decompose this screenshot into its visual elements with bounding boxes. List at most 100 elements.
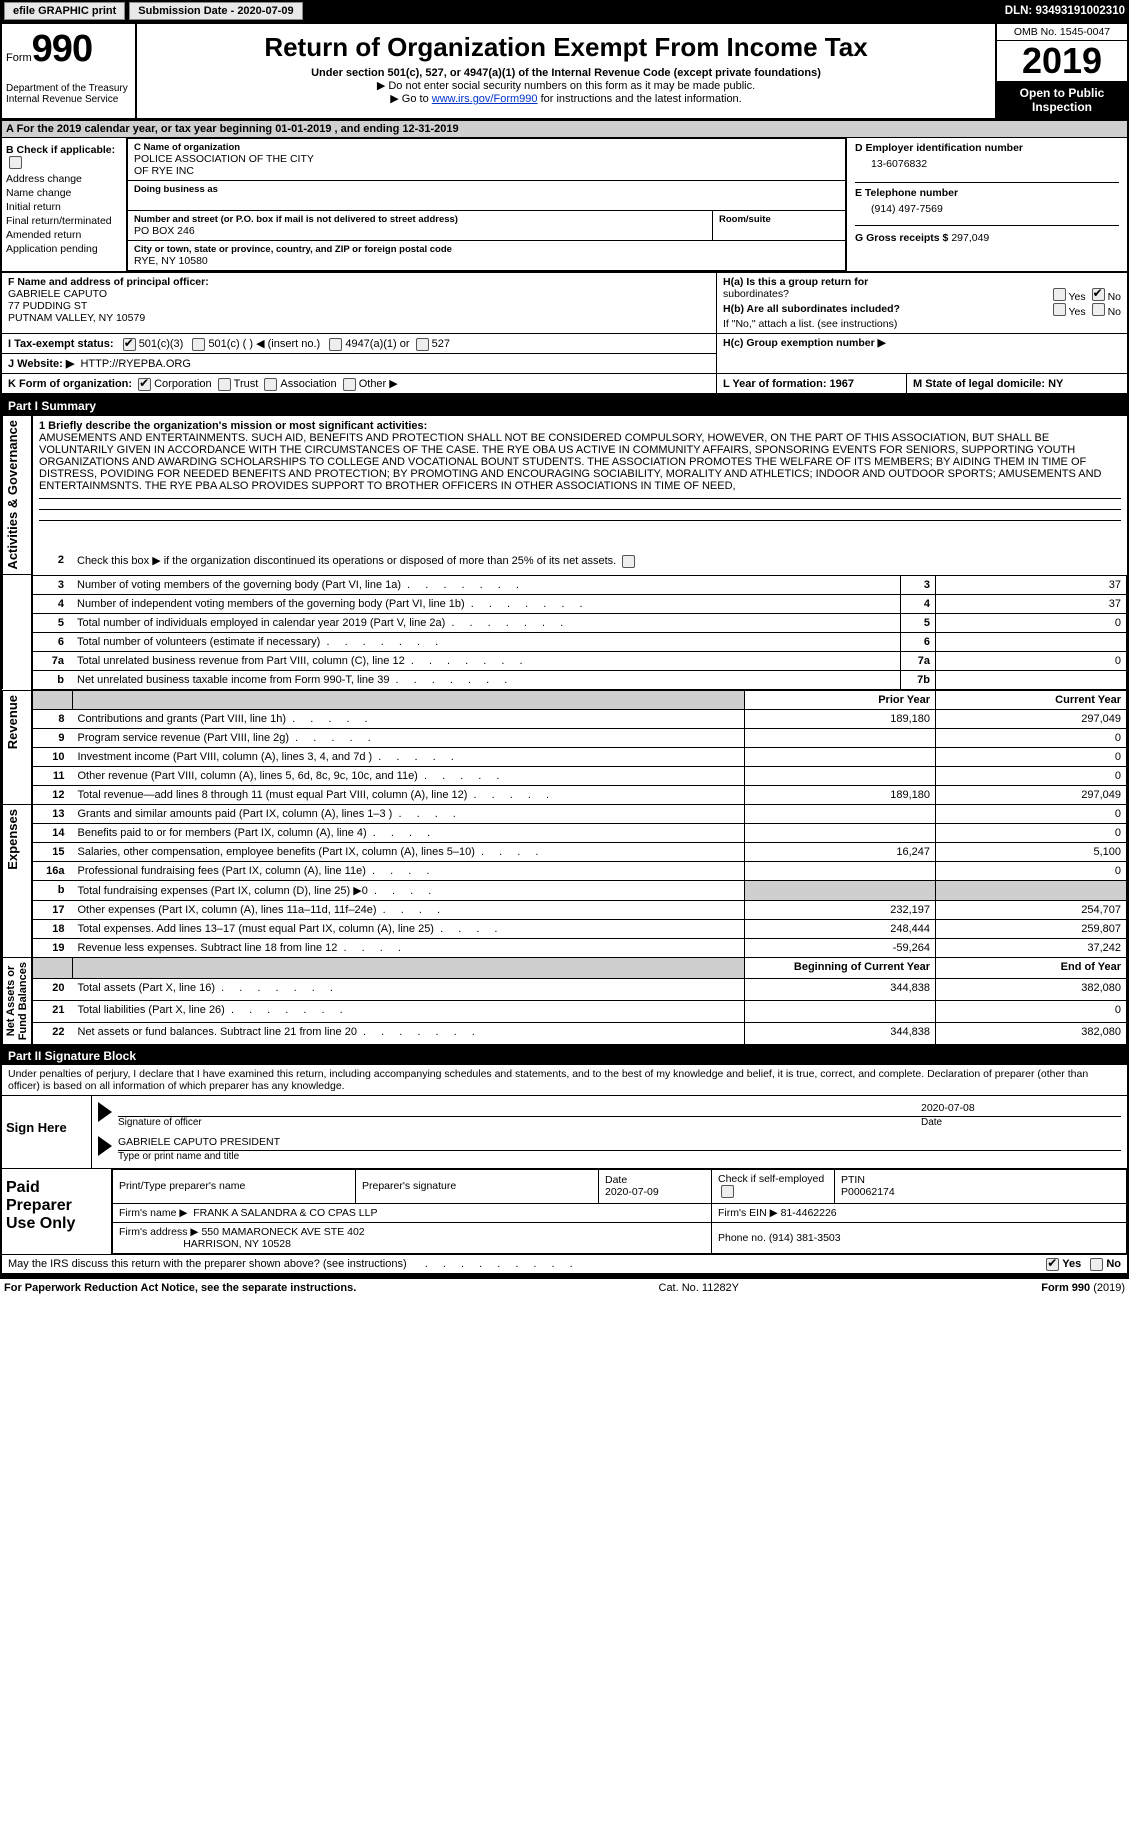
line17-prior: 232,197 bbox=[745, 900, 936, 919]
line20-begin: 344,838 bbox=[745, 979, 936, 1001]
sidetab-governance: Activities & Governance bbox=[3, 416, 22, 574]
line17-curr: 254,707 bbox=[936, 900, 1127, 919]
cbx-discuss-no[interactable] bbox=[1090, 1258, 1103, 1271]
line9-prior bbox=[745, 728, 936, 747]
part1-header: Part I Summary bbox=[2, 395, 1127, 415]
cbx-other[interactable] bbox=[343, 378, 356, 391]
cbx-corp[interactable] bbox=[138, 378, 151, 391]
efile-print-btn[interactable]: efile GRAPHIC print bbox=[4, 2, 125, 20]
principal-officer: F Name and address of principal officer:… bbox=[2, 273, 717, 333]
title-cell: Return of Organization Exempt From Incom… bbox=[136, 24, 996, 119]
efile-topbar: efile GRAPHIC print Submission Date - 20… bbox=[0, 0, 1129, 22]
line-7b-value bbox=[936, 670, 1127, 689]
may-irs-discuss: May the IRS discuss this return with the… bbox=[8, 1258, 407, 1270]
line15-curr: 5,100 bbox=[936, 842, 1127, 861]
tax-exempt-label: I Tax-exempt status: bbox=[8, 338, 114, 350]
line19-prior: -59,264 bbox=[745, 938, 936, 957]
line-4-value: 37 bbox=[936, 594, 1127, 613]
cbx-501c[interactable] bbox=[192, 338, 205, 351]
dln-label: DLN: 93493191002310 bbox=[1005, 5, 1125, 17]
mission-text: AMUSEMENTS AND ENTERTAINMENTS. SUCH AID,… bbox=[39, 432, 1102, 492]
line21-end: 0 bbox=[936, 1001, 1127, 1023]
org-address: PO BOX 246 bbox=[134, 225, 706, 237]
org-city: RYE, NY 10580 bbox=[134, 255, 839, 267]
officer-name: GABRIELE CAPUTO PRESIDENT bbox=[118, 1136, 1121, 1151]
form-prefix: Form bbox=[6, 52, 32, 64]
cbx-self-employed[interactable] bbox=[721, 1185, 734, 1198]
line11-prior bbox=[745, 766, 936, 785]
line8-curr: 297,049 bbox=[936, 709, 1127, 728]
tax-year: 2019 bbox=[997, 41, 1127, 82]
line16a-prior bbox=[745, 861, 936, 880]
cbx-assoc[interactable] bbox=[264, 378, 277, 391]
line21-begin bbox=[745, 1001, 936, 1023]
line14-curr: 0 bbox=[936, 823, 1127, 842]
warn-ssn: ▶ Do not enter social security numbers o… bbox=[145, 79, 987, 92]
cbx-4947[interactable] bbox=[329, 338, 342, 351]
gross-receipts: 297,049 bbox=[951, 232, 989, 244]
cbx-hb-no[interactable] bbox=[1092, 303, 1105, 316]
line-6-value bbox=[936, 632, 1127, 651]
col-b-checkboxes: B Check if applicable: Address change Na… bbox=[2, 138, 127, 271]
line19-curr: 37,242 bbox=[936, 938, 1127, 957]
cbx-applicable[interactable] bbox=[9, 156, 22, 169]
org-name-2: OF RYE INC bbox=[134, 165, 839, 177]
year-formation: L Year of formation: 1967 bbox=[717, 374, 907, 393]
submission-date-btn: Submission Date - 2020-07-09 bbox=[129, 2, 302, 20]
penalties-text: Under penalties of perjury, I declare th… bbox=[2, 1065, 1127, 1096]
lineb-curr bbox=[936, 880, 1127, 900]
irs-link[interactable]: www.irs.gov/Form990 bbox=[432, 93, 538, 105]
firm-ein: 81-4462226 bbox=[781, 1207, 837, 1219]
cbx-527[interactable] bbox=[416, 338, 429, 351]
year-cell: OMB No. 1545-0047 2019 Open to PublicIns… bbox=[996, 24, 1127, 119]
line16a-curr: 0 bbox=[936, 861, 1127, 880]
cbx-discuss-yes[interactable] bbox=[1046, 1258, 1059, 1271]
group-return-h: H(a) Is this a group return for subordin… bbox=[717, 273, 1127, 333]
cbx-ha-no[interactable] bbox=[1092, 288, 1105, 301]
line22-begin: 344,838 bbox=[745, 1023, 936, 1045]
line20-end: 382,080 bbox=[936, 979, 1127, 1001]
form-number: 990 bbox=[32, 28, 92, 70]
line8-prior: 189,180 bbox=[745, 709, 936, 728]
warn-link: ▶ Go to www.irs.gov/Form990 for instruct… bbox=[145, 92, 987, 105]
line18-prior: 248,444 bbox=[745, 919, 936, 938]
firm-phone: (914) 381-3503 bbox=[769, 1232, 841, 1244]
cbx-hb-yes[interactable] bbox=[1053, 303, 1066, 316]
website-url[interactable]: HTTP://RYEPBA.ORG bbox=[80, 358, 190, 370]
form-id-cell: Form990 Department of the Treasury Inter… bbox=[2, 24, 136, 119]
website-label: J Website: ▶ bbox=[8, 357, 74, 370]
line9-curr: 0 bbox=[936, 728, 1127, 747]
firm-name: FRANK A SALANDRA & CO CPAS LLP bbox=[193, 1207, 377, 1219]
part2-header: Part II Signature Block bbox=[2, 1045, 1127, 1065]
line15-prior: 16,247 bbox=[745, 842, 936, 861]
paid-preparer-label: Paid Preparer Use Only bbox=[2, 1169, 112, 1254]
line12-prior: 189,180 bbox=[745, 785, 936, 804]
col-c-org-info: C Name of organization POLICE ASSOCIATIO… bbox=[127, 138, 847, 271]
cbx-501c3[interactable] bbox=[123, 338, 136, 351]
row-a-period: A For the 2019 calendar year, or tax yea… bbox=[2, 120, 1127, 138]
line22-end: 382,080 bbox=[936, 1023, 1127, 1045]
dept-treasury: Department of the Treasury bbox=[6, 83, 131, 94]
org-name-1: POLICE ASSOCIATION OF THE CITY bbox=[134, 153, 839, 165]
line-5-value: 0 bbox=[936, 613, 1127, 632]
hc-group-exemption: H(c) Group exemption number ▶ bbox=[717, 334, 1127, 373]
line13-curr: 0 bbox=[936, 804, 1127, 823]
sign-here-label: Sign Here bbox=[2, 1096, 92, 1168]
arrow-icon bbox=[98, 1136, 112, 1156]
cbx-trust[interactable] bbox=[218, 378, 231, 391]
line-3-value: 37 bbox=[936, 575, 1127, 594]
col-d-ein: D Employer identification number 13-6076… bbox=[847, 138, 1127, 271]
ptin: P00062174 bbox=[841, 1186, 895, 1198]
cbx-discontinued[interactable] bbox=[622, 555, 635, 568]
ein-value: 13-6076832 bbox=[871, 158, 1119, 170]
cbx-ha-yes[interactable] bbox=[1053, 288, 1066, 301]
line14-prior bbox=[745, 823, 936, 842]
line18-curr: 259,807 bbox=[936, 919, 1127, 938]
line13-prior bbox=[745, 804, 936, 823]
prep-date: 2020-07-09 bbox=[605, 1186, 659, 1198]
lineb-prior bbox=[745, 880, 936, 900]
firm-addr2: HARRISON, NY 10528 bbox=[183, 1238, 291, 1250]
dept-irs: Internal Revenue Service bbox=[6, 94, 131, 105]
telephone: (914) 497-7569 bbox=[871, 203, 1119, 215]
line10-curr: 0 bbox=[936, 747, 1127, 766]
